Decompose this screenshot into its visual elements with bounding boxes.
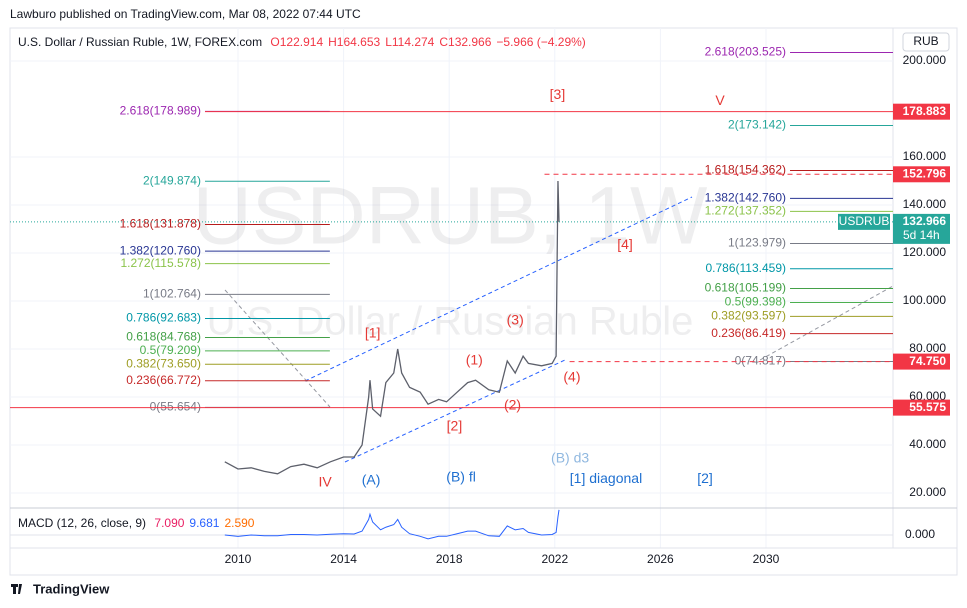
y-tick-label: 100.000 — [903, 293, 947, 307]
wave-label: (A) — [362, 472, 381, 488]
fib-label: 0.618(84.768) — [126, 330, 201, 344]
wave-label: (B) fl — [446, 469, 476, 485]
price-tag — [893, 399, 950, 416]
macd-title: MACD (12, 26, close, 9) — [18, 516, 147, 530]
wave-label: [1] diagonal — [570, 470, 642, 486]
publish-info: Lawburo published on TradingView.com, Ma… — [10, 7, 361, 21]
price-tag-label: 74.750 — [909, 354, 946, 368]
fib-label: 0.786(92.683) — [126, 311, 201, 325]
wave-label: (2) — [504, 397, 521, 413]
channel-lower — [344, 359, 566, 463]
price-tag-label: 152.796 — [903, 166, 947, 180]
watermark-symbol: USDRUB, 1W — [193, 171, 708, 262]
macd-reading: 2.590 — [224, 516, 255, 530]
fib-label: 0.236(86.419) — [711, 326, 786, 340]
ohlc-value: L114.274 — [385, 35, 435, 49]
fib-label: 1.618(131.878) — [120, 217, 201, 231]
fib-label: 1.382(120.760) — [120, 243, 201, 257]
y-tick-label: 80.000 — [909, 341, 946, 355]
wave-label: [2] — [447, 418, 463, 434]
fib-label: 2.618(178.989) — [120, 104, 201, 118]
fib-label: 1(102.764) — [143, 287, 201, 301]
ohlc: O122.914 H164.653 L114.274 C132.966 −5.966 (… — [270, 35, 590, 49]
price-line-series — [224, 180, 560, 475]
fib-label: 2.618(203.525) — [705, 45, 786, 59]
wave-label: (1) — [466, 352, 483, 368]
fib-label: 0.5(79.209) — [140, 343, 201, 357]
macd-line — [224, 509, 560, 540]
fib-label: 2(149.874) — [143, 173, 201, 187]
wave-label: V — [715, 92, 725, 108]
countdown: 5d 14h — [903, 228, 940, 242]
last-price-label: 132.966 — [903, 214, 947, 228]
fib-label: 0.236(66.772) — [126, 373, 201, 387]
fib-label: 0.382(73.650) — [126, 356, 201, 370]
macd-readings: 7.090 9.681 2.590 — [154, 516, 259, 530]
logo-icon — [11, 584, 22, 594]
wave-label: (3) — [507, 312, 524, 328]
logo: TradingView — [11, 581, 110, 596]
price-tag-label: 178.883 — [903, 104, 947, 118]
symbol-tag-label: USDRUB — [839, 214, 890, 228]
macd-reading: 9.681 — [189, 516, 220, 530]
x-tick-label: 2014 — [330, 552, 357, 566]
ohlc-value: O122.914 — [270, 35, 324, 49]
x-tick-label: 2026 — [647, 552, 674, 566]
fib-label: 1.272(115.578) — [120, 256, 201, 270]
ohlc-value: C132.966 — [439, 35, 492, 49]
wave-label: [1] — [365, 325, 381, 341]
last-price-tag — [893, 213, 950, 244]
wave-label: [2] — [697, 470, 713, 486]
x-tick-label: 2030 — [753, 552, 780, 566]
fib-label: 1.272(137.352) — [705, 204, 786, 218]
trend-line — [224, 289, 331, 408]
grid — [10, 28, 893, 548]
fib-label: 0(74.817) — [735, 354, 786, 368]
watermark-name: U.S. Dollar / Russian Ruble — [207, 300, 694, 344]
y-tick-label: 140.000 — [903, 197, 947, 211]
fib-label: 0(55.654) — [150, 400, 201, 414]
y-tick-label: 40.000 — [909, 437, 946, 451]
currency-label[interactable]: RUB — [913, 34, 938, 48]
y-tick-label: 120.000 — [903, 245, 947, 259]
watermark: USDRUB, 1W U.S. Dollar / Russian Ruble — [193, 171, 708, 344]
wave-label: (B) d3 — [551, 450, 589, 466]
wave-label: (4) — [563, 369, 580, 385]
symbol-title: U.S. Dollar / Russian Ruble, 1W, FOREX.c… — [18, 35, 263, 49]
fib-label: 1.382(142.760) — [705, 191, 786, 205]
x-tick-label: 2018 — [436, 552, 463, 566]
price-tag — [893, 166, 950, 183]
fib-label: 2(173.142) — [728, 118, 786, 132]
wave-label: IV — [318, 474, 332, 490]
wave-label: [3] — [550, 86, 566, 102]
macd-header: MACD (12, 26, close, 9) 7.090 9.681 2.590 — [18, 516, 264, 530]
wave-label: [4] — [617, 236, 633, 252]
x-tick-label: 2022 — [541, 552, 568, 566]
fib-label: 0.5(99.398) — [725, 295, 786, 309]
y-tick-label: 200.000 — [903, 53, 947, 67]
fib-label: 1.618(154.362) — [705, 163, 786, 177]
y-tick-label: 160.000 — [903, 149, 947, 163]
y-tick-label: 20.000 — [909, 485, 946, 499]
channel-upper — [304, 196, 693, 382]
trend-line — [759, 285, 894, 361]
price-tag — [893, 103, 950, 120]
macd-reading: 7.090 — [154, 516, 185, 530]
price-tag-label: 55.575 — [909, 400, 946, 414]
fib-label: 0.618(105.199) — [705, 281, 786, 295]
macd-tick-label: 0.000 — [905, 527, 935, 541]
ohlc-value: H164.653 — [328, 35, 381, 49]
ohlc-value: −5.966 (−4.29%) — [496, 35, 586, 49]
fib-label: 0.786(113.459) — [705, 261, 786, 275]
x-tick-label: 2010 — [225, 552, 252, 566]
currency-button[interactable] — [902, 32, 950, 52]
logo-text: TradingView — [33, 581, 110, 596]
legend-header: U.S. Dollar / Russian Ruble, 1W, FOREX.c… — [18, 35, 596, 49]
fib-label: 1(123.979) — [728, 236, 786, 250]
price-tag — [893, 353, 950, 370]
fib-label: 0.382(93.597) — [711, 309, 786, 323]
symbol-tag — [838, 213, 890, 230]
